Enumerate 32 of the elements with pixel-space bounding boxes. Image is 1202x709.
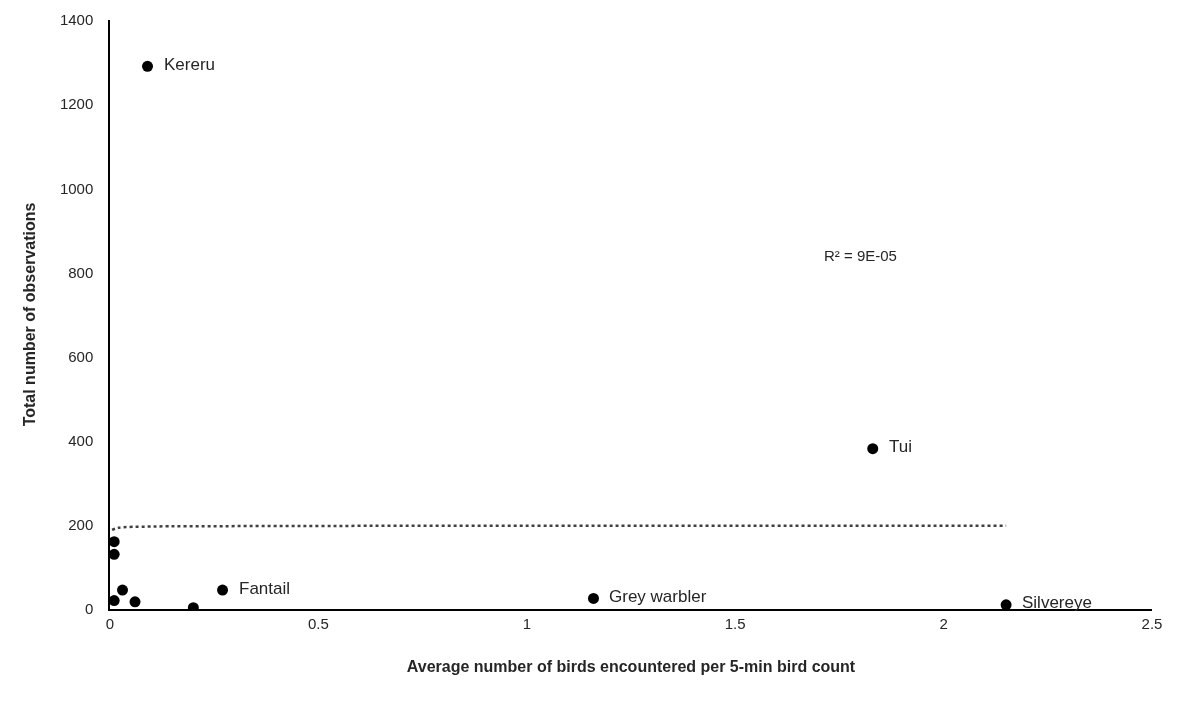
point <box>129 596 141 608</box>
y-tick-label: 200 <box>68 516 94 534</box>
annotation: R² = 9E-05 <box>824 247 897 264</box>
y-tick-label: 800 <box>68 263 94 281</box>
point <box>142 60 154 72</box>
y-tick-label: 1200 <box>59 95 94 113</box>
x-axis-title: Average number of birds encountered per 5-min bird count <box>406 657 856 675</box>
point <box>117 584 128 596</box>
annotation: Grey warbler <box>609 587 707 606</box>
point <box>110 536 120 548</box>
annotation: Tui <box>889 437 912 456</box>
y-tick-label: 1000 <box>59 179 94 197</box>
annotation: Fantail <box>239 579 291 598</box>
point <box>867 443 879 455</box>
y-tick-label: 400 <box>68 431 94 449</box>
x-tick-label: 2.5 <box>1141 614 1163 632</box>
x-tick-label: 0 <box>105 614 115 632</box>
y-tick-label: 1400 <box>59 11 94 29</box>
point <box>110 595 120 607</box>
point <box>1000 599 1012 609</box>
point <box>587 592 599 604</box>
annotation: Kereru <box>164 55 216 74</box>
x-tick-label: 0.5 <box>307 614 329 632</box>
point <box>110 548 120 560</box>
annotation: Silvereye <box>1022 593 1092 612</box>
y-axis-title: Total number of observations <box>21 202 39 427</box>
x-tick-label: 2 <box>939 614 948 632</box>
point <box>217 584 229 596</box>
x-tick-label: 1.5 <box>724 614 746 632</box>
y-tick-label: 0 <box>84 600 94 618</box>
x-tick-label: 1 <box>522 614 531 632</box>
y-tick-label: 600 <box>68 347 94 365</box>
